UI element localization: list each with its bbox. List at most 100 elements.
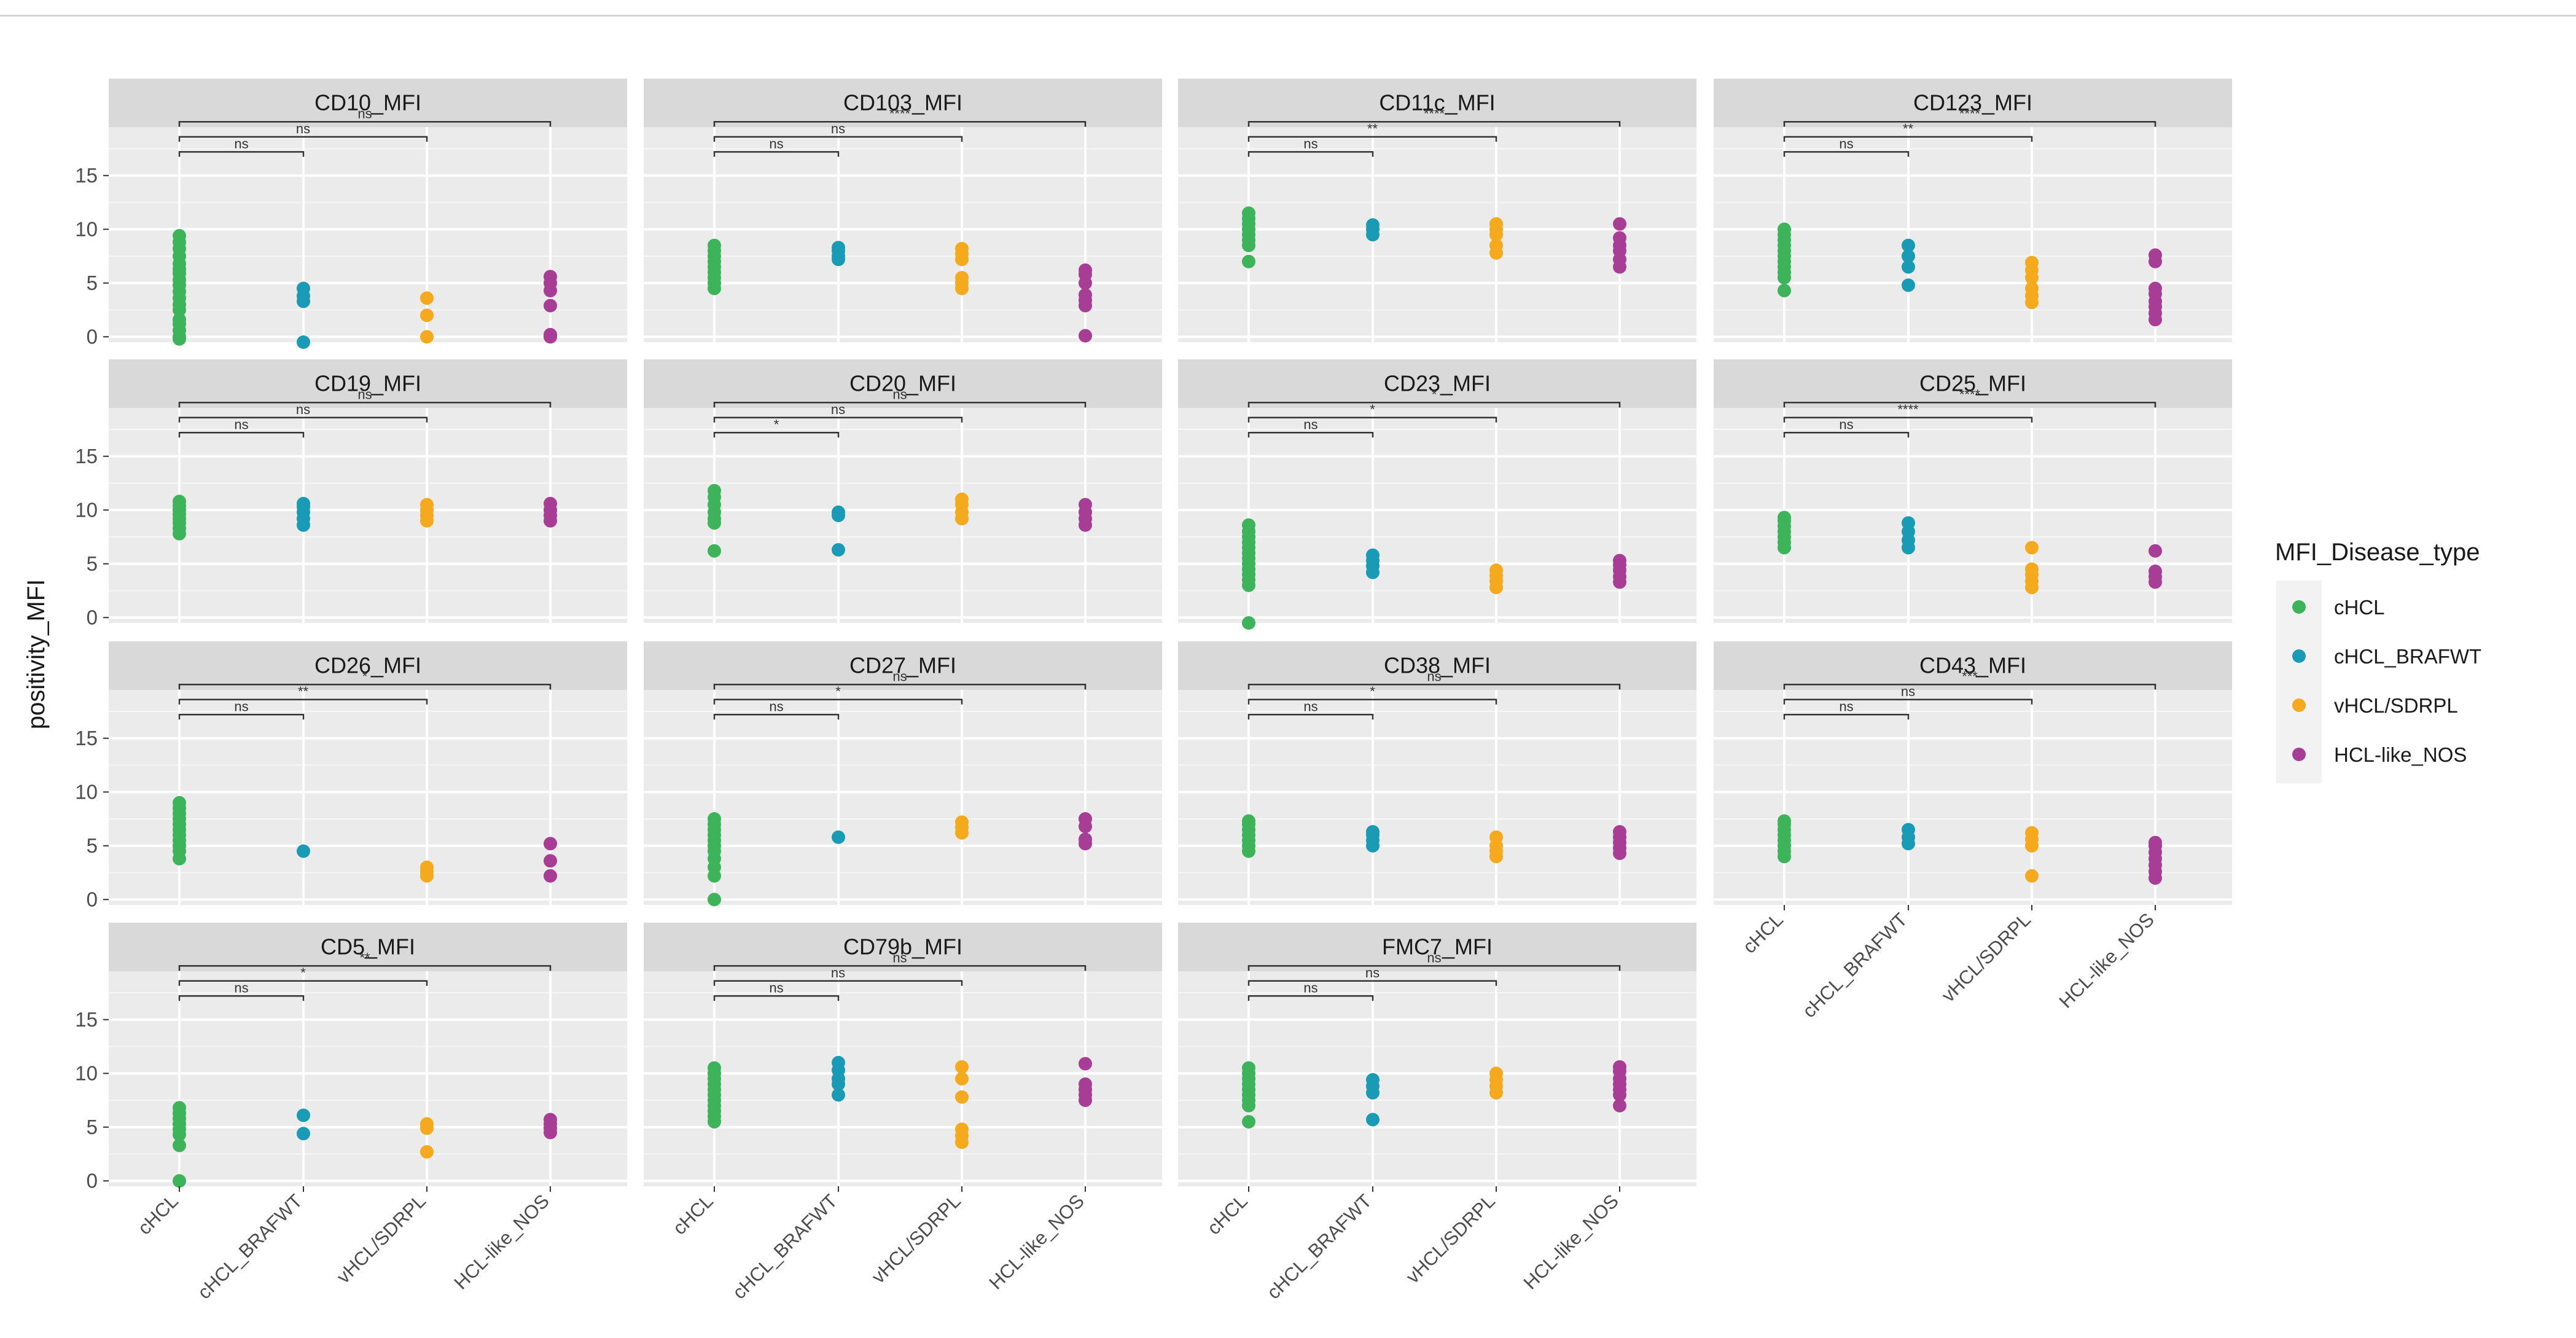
significance-bracket [1783, 402, 2156, 408]
panel-background [1714, 408, 2232, 623]
significance-label: ** [1367, 121, 1378, 136]
data-point [1079, 329, 1092, 343]
significance-label: ns [1365, 965, 1380, 980]
data-point [297, 496, 310, 511]
significance-bracket [178, 151, 305, 157]
panel-strip [1178, 359, 1696, 408]
significance-label: ns [234, 698, 248, 714]
panel-strip [1714, 641, 2232, 690]
significance-label: ns [1303, 136, 1317, 151]
significance-label: ns [892, 668, 907, 684]
data-point [297, 1127, 310, 1141]
significance-bracket [1247, 684, 1621, 690]
data-point [1613, 1098, 1626, 1113]
significance-label: ns [234, 417, 248, 432]
y-tick-label: 10 [75, 498, 98, 521]
panel-title: CD10_MFI [314, 90, 421, 115]
significance-label: ns [831, 121, 845, 136]
data-point [544, 496, 557, 511]
data-point [2149, 281, 2162, 295]
data-point [2149, 248, 2162, 262]
top-divider [0, 15, 2576, 17]
data-point [1366, 218, 1380, 232]
x-tick-label: HCL-like_NOS [450, 1190, 553, 1293]
panel-background [109, 690, 627, 905]
panel-background [109, 408, 627, 623]
significance-label: **** [889, 106, 911, 121]
significance-bracket [1247, 995, 1374, 1001]
data-point [1613, 231, 1626, 245]
data-point [1778, 222, 1791, 237]
data-point [1613, 554, 1626, 568]
data-point [2025, 256, 2039, 270]
significance-label: **** [1424, 106, 1445, 121]
data-point [1079, 498, 1092, 512]
significance-label: ns [1303, 417, 1317, 432]
significance-label: * [1370, 684, 1375, 699]
data-point [1489, 563, 1503, 577]
data-point [420, 1117, 434, 1131]
x-tick-label: vHCL/SDRPL [332, 1190, 430, 1288]
y-tick-label: 5 [87, 552, 98, 575]
panel-title: CD26_MFI [314, 653, 421, 678]
panel-background [1178, 971, 1696, 1186]
significance-bracket [713, 121, 1087, 127]
data-point [1079, 288, 1092, 302]
significance-bracket [1247, 121, 1621, 127]
significance-bracket [713, 151, 840, 157]
panel-title: CD38_MFI [1384, 653, 1491, 678]
data-point [420, 330, 434, 344]
data-point [1902, 516, 1915, 530]
significance-bracket [1247, 980, 1497, 986]
data-point [1079, 812, 1092, 826]
significance-label: ns [296, 402, 310, 417]
data-point [1902, 823, 1915, 837]
y-tick-label: 10 [75, 780, 98, 803]
data-point [1366, 1073, 1380, 1087]
y-tick-label: 5 [87, 834, 98, 857]
y-tick-label: 5 [87, 1116, 98, 1138]
significance-bracket [713, 965, 1087, 971]
significance-label: ns [1901, 684, 1915, 699]
data-point [420, 291, 434, 305]
data-point [2025, 826, 2039, 840]
significance-bracket [1247, 402, 1621, 408]
data-point [173, 1101, 186, 1115]
panel-strip [1714, 79, 2232, 127]
panel-background [1178, 690, 1696, 905]
significance-bracket [713, 136, 963, 142]
significance-label: ns [1839, 136, 1853, 151]
panel-strip [109, 641, 627, 690]
significance-label: ns [1839, 698, 1853, 714]
panel-strip [1178, 923, 1696, 971]
panel-title: CD5_MFI [321, 934, 415, 960]
data-point [708, 1061, 721, 1075]
data-point [2149, 544, 2162, 558]
significance-bracket [178, 417, 428, 423]
panel-background [644, 971, 1162, 1186]
data-point [1613, 825, 1626, 839]
data-point [832, 543, 845, 557]
data-point [1902, 260, 1915, 274]
data-point [1242, 206, 1255, 220]
panel-strip [1178, 79, 1696, 127]
data-point [2025, 541, 2039, 555]
data-point [2025, 562, 2039, 576]
significance-bracket [178, 965, 552, 971]
panel-strip [109, 923, 627, 971]
panel-title: CD103_MFI [843, 90, 962, 115]
significance-label: ** [359, 950, 370, 965]
data-point [1366, 548, 1380, 562]
significance-bracket [1247, 151, 1374, 157]
data-point [173, 1138, 186, 1152]
significance-label: ns [1303, 698, 1317, 714]
significance-bracket [1783, 417, 2033, 423]
significance-bracket [178, 980, 428, 986]
data-point [1242, 254, 1255, 268]
significance-bracket [1783, 714, 1910, 720]
x-tick-label: HCL-like_NOS [2055, 909, 2158, 1012]
panel-background [1714, 127, 2232, 342]
significance-label: * [774, 417, 779, 432]
panel-background [109, 127, 627, 342]
